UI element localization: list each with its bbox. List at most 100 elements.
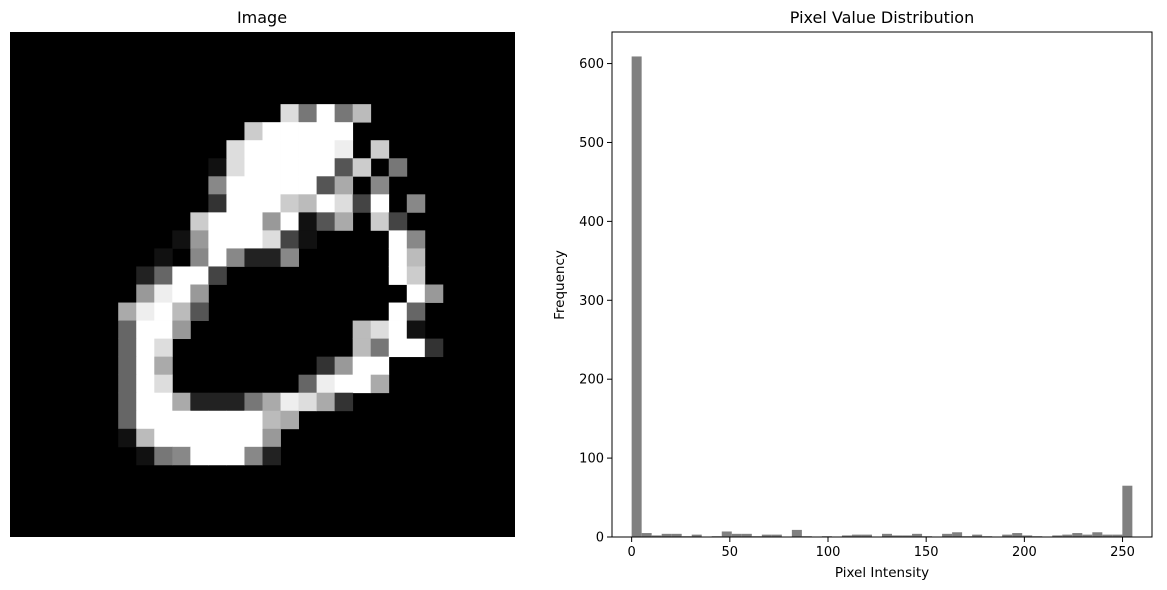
image-pixel <box>335 393 353 411</box>
image-pixel <box>335 357 353 375</box>
image-pixel <box>154 429 172 447</box>
image-pixel <box>136 393 154 411</box>
image-pixel <box>226 158 244 176</box>
image-pixel <box>317 158 335 176</box>
image-pixel <box>208 176 226 194</box>
image-pixel <box>299 212 317 230</box>
image-pixel <box>335 122 353 140</box>
image-pixel <box>190 411 208 429</box>
image-pixel <box>389 303 407 321</box>
image-pixel <box>244 447 262 465</box>
image-pixel <box>154 285 172 303</box>
image-pixel <box>190 393 208 411</box>
image-pixel <box>335 212 353 230</box>
image-pixel <box>371 176 389 194</box>
image-pixel <box>154 357 172 375</box>
image-pixel <box>281 158 299 176</box>
histogram-bar <box>1072 533 1082 537</box>
image-pixel <box>371 375 389 393</box>
image-pixel <box>353 339 371 357</box>
image-pixel <box>389 266 407 284</box>
image-pixel <box>226 212 244 230</box>
image-pixel <box>136 285 154 303</box>
image-pixel <box>299 393 317 411</box>
image-pixel <box>244 393 262 411</box>
image-pixel <box>136 447 154 465</box>
image-pixel <box>317 122 335 140</box>
image-pixel <box>281 248 299 266</box>
image-pixel <box>244 411 262 429</box>
image-pixel <box>208 212 226 230</box>
image-pixel <box>208 429 226 447</box>
image-pixel <box>281 104 299 122</box>
x-tick-label: 100 <box>816 545 841 560</box>
y-axis-label: Frequency <box>552 250 568 320</box>
image-pixel <box>263 176 281 194</box>
image-pixel <box>118 357 136 375</box>
image-pixel <box>389 212 407 230</box>
image-pixel <box>425 285 443 303</box>
image-pixel <box>281 393 299 411</box>
image-pixel <box>226 393 244 411</box>
image-pixel <box>317 375 335 393</box>
image-pixel <box>263 122 281 140</box>
image-pixel <box>281 194 299 212</box>
image-pixel <box>335 140 353 158</box>
histogram-bar <box>632 56 642 537</box>
image-pixel <box>281 140 299 158</box>
image-pixel <box>335 375 353 393</box>
image-pixel <box>281 212 299 230</box>
x-tick-label: 250 <box>1110 545 1135 560</box>
histogram-bar <box>1122 486 1132 537</box>
image-pixel <box>425 339 443 357</box>
image-pixel <box>407 194 425 212</box>
image-pixel <box>118 303 136 321</box>
image-pixel <box>299 104 317 122</box>
image-pixel <box>208 266 226 284</box>
image-pixel <box>371 140 389 158</box>
y-tick-label: 500 <box>579 136 604 151</box>
image-pixel <box>299 176 317 194</box>
image-pixel <box>299 194 317 212</box>
image-pixel <box>190 248 208 266</box>
image-pixel <box>335 176 353 194</box>
image-pixel <box>172 303 190 321</box>
x-axis-label: Pixel Intensity <box>835 565 929 581</box>
image-pixel <box>263 140 281 158</box>
image-title: Image <box>237 8 287 27</box>
image-pixel <box>299 122 317 140</box>
image-pixel <box>190 230 208 248</box>
image-pixel <box>190 212 208 230</box>
image-pixel <box>226 248 244 266</box>
image-pixel <box>208 248 226 266</box>
image-pixel <box>154 375 172 393</box>
image-pixel <box>353 104 371 122</box>
image-pixel <box>353 321 371 339</box>
x-tick-label: 50 <box>722 545 739 560</box>
image-pixel <box>244 194 262 212</box>
image-pixel <box>244 158 262 176</box>
image-pixel <box>172 447 190 465</box>
image-pixel <box>389 158 407 176</box>
image-pixel <box>407 248 425 266</box>
image-pixel <box>172 393 190 411</box>
image-pixel <box>190 429 208 447</box>
image-pixel <box>244 176 262 194</box>
image-pixel <box>407 321 425 339</box>
image-pixel <box>335 104 353 122</box>
y-tick-label: 400 <box>579 215 604 230</box>
image-pixel <box>154 393 172 411</box>
image-pixel <box>226 447 244 465</box>
image-pixel <box>190 447 208 465</box>
image-pixel <box>263 212 281 230</box>
image-pixel <box>154 339 172 357</box>
image-pixel <box>299 230 317 248</box>
image-pixel <box>389 321 407 339</box>
image-pixel <box>263 393 281 411</box>
image-pixel <box>136 411 154 429</box>
image-pixel <box>226 230 244 248</box>
image-pixel <box>263 194 281 212</box>
image-pixel <box>263 411 281 429</box>
image-pixel <box>226 140 244 158</box>
